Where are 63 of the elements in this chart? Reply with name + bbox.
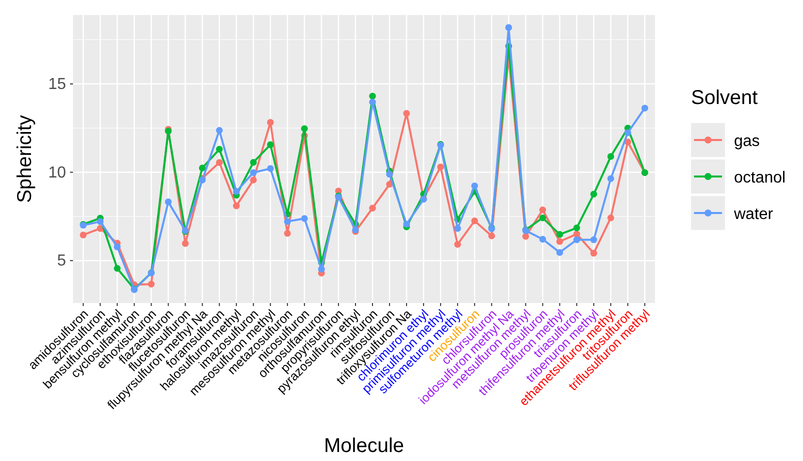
point (301, 215, 308, 222)
point (539, 236, 546, 243)
point (232, 202, 240, 210)
legend-label: octanol (734, 170, 786, 186)
y-tick-label: 5 (57, 252, 66, 270)
point (164, 198, 172, 206)
point (148, 280, 155, 288)
y-axis-title: Sphericity (14, 115, 36, 203)
point (114, 243, 121, 250)
point (250, 176, 257, 184)
point (505, 24, 512, 31)
y-tick-label: 15 (48, 76, 66, 94)
point (284, 218, 291, 225)
point (267, 119, 274, 126)
point (573, 224, 580, 232)
point (539, 206, 546, 214)
point (607, 214, 614, 222)
point (232, 188, 240, 195)
point (539, 214, 546, 222)
legend-label: gas (734, 133, 760, 150)
point (403, 220, 410, 228)
point (556, 231, 564, 238)
point (386, 170, 393, 178)
point (471, 182, 478, 190)
point (216, 146, 223, 153)
point (198, 164, 206, 172)
point (369, 204, 376, 212)
point (114, 264, 121, 272)
point (80, 232, 87, 238)
point (641, 104, 648, 112)
point (301, 125, 308, 132)
point (590, 236, 598, 244)
point (250, 158, 257, 166)
point (556, 238, 564, 245)
point (284, 230, 291, 237)
point (607, 175, 614, 182)
point (573, 236, 580, 244)
point (590, 250, 598, 257)
point (96, 218, 104, 225)
point (522, 233, 530, 240)
point (216, 127, 223, 134)
point (267, 165, 274, 172)
point (318, 266, 325, 272)
point (556, 249, 564, 256)
point (454, 225, 461, 232)
legend-title: Solvent (691, 87, 758, 109)
point (182, 240, 189, 247)
point (369, 98, 376, 106)
point (471, 217, 478, 224)
point (607, 153, 614, 160)
point (403, 110, 410, 117)
point (216, 159, 223, 166)
x-axis-title: Molecule (324, 435, 404, 457)
point (454, 240, 461, 248)
legend-label: water (733, 206, 774, 223)
point (624, 129, 632, 136)
point (267, 141, 274, 148)
point (437, 164, 444, 170)
point (250, 169, 257, 176)
point (590, 190, 598, 198)
point (488, 232, 496, 240)
point (369, 92, 376, 100)
y-tick-label: 10 (48, 164, 66, 182)
